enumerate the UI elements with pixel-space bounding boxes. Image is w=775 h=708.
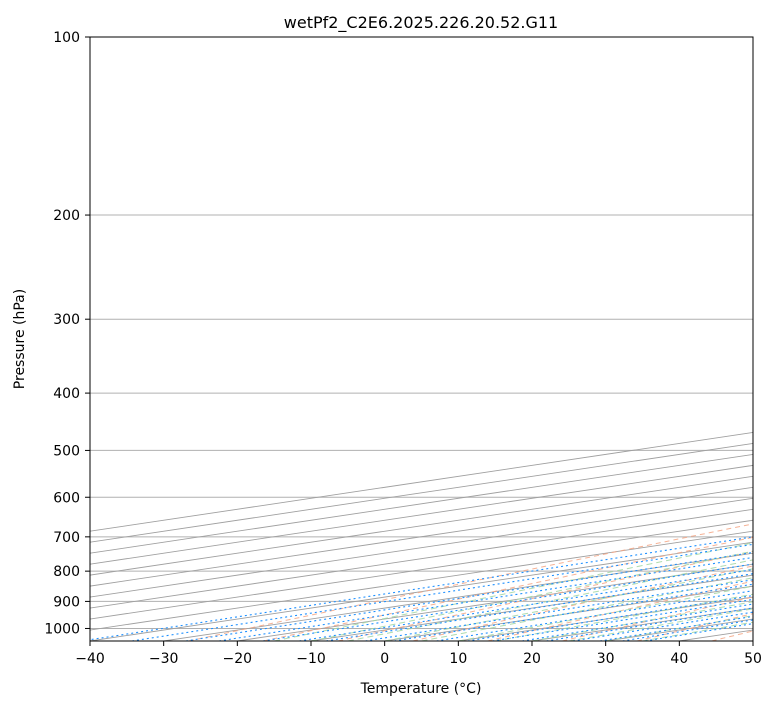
- isotherm-line: [310, 574, 753, 641]
- y-tick-label: 400: [53, 386, 80, 402]
- mixing-ratio-line: [326, 573, 753, 641]
- dry-adiabat-line: [188, 523, 753, 641]
- moist-adiabat-line: [642, 621, 753, 641]
- plot-frame: [89, 36, 754, 642]
- dry-adiabat-line: [636, 613, 753, 641]
- isotherm-line: [531, 607, 753, 641]
- moist-adiabat-line: [347, 559, 753, 641]
- isotherm-line: [679, 629, 753, 641]
- isotherm-line: [90, 464, 753, 565]
- y-axis: 100 200 300 400 500 600 700 800 900 1000: [44, 30, 90, 637]
- moist-adiabat-line: [531, 601, 753, 641]
- isotherm-line: [90, 497, 753, 598]
- mixing-ratio-line: [262, 563, 753, 641]
- isotherm-line: [90, 475, 753, 576]
- moist-adiabat-line: [458, 585, 753, 641]
- isotherm-line: [237, 563, 753, 641]
- x-tick-label: −40: [75, 651, 105, 667]
- moist-adiabat-line: [495, 593, 753, 641]
- chart-title: wetPf2_C2E6.2025.226.20.52.G11: [284, 13, 558, 33]
- mixing-ratio-line: [185, 551, 753, 641]
- y-tick-label: 700: [53, 530, 80, 546]
- y-tick-label: 100: [53, 30, 80, 46]
- moist-adiabat-line: [384, 568, 753, 641]
- x-tick-label: 10: [449, 651, 467, 667]
- y-tick-label: 200: [53, 208, 80, 224]
- x-tick-label: −30: [149, 651, 179, 667]
- isotherm-line: [90, 530, 753, 631]
- isotherm-line: [90, 519, 753, 620]
- isotherm-line: [90, 541, 753, 641]
- x-axis-label: Temperature (°C): [360, 681, 482, 697]
- y-tick-label: 800: [53, 564, 80, 580]
- isotherm-line: [90, 508, 753, 609]
- y-tick-label: 300: [53, 312, 80, 328]
- x-tick-label: 30: [597, 651, 615, 667]
- mixing-ratio-line: [365, 579, 753, 641]
- moist-adiabat-line: [421, 577, 753, 641]
- dry-adiabat-line: [412, 565, 753, 641]
- background-lines: [90, 37, 753, 641]
- x-axis: −40 −30 −20 −10 0 10 20 30 40 50: [75, 641, 762, 667]
- plot-area: 0.10.20.40.611.52346810131620253036-100-…: [90, 37, 753, 641]
- isotherm-line: [458, 596, 753, 641]
- isotherm-line: [90, 442, 753, 543]
- y-tick-label: 500: [53, 443, 80, 459]
- x-tick-label: −10: [296, 651, 326, 667]
- moist-adiabat-line: [310, 550, 753, 641]
- x-tick-label: 20: [523, 651, 541, 667]
- isotherm-line: [90, 453, 753, 554]
- isotherm-line: [752, 640, 753, 641]
- x-tick-label: 40: [670, 651, 688, 667]
- dry-adiabat-line: [711, 630, 753, 641]
- isotherm-line: [90, 486, 753, 587]
- y-tick-label: 1000: [44, 621, 80, 637]
- x-tick-label: −20: [223, 651, 253, 667]
- y-tick-label: 900: [53, 594, 80, 610]
- isotherm-line: [90, 431, 753, 532]
- dry-adiabat-line: [487, 580, 753, 641]
- mixing-ratio-line: [645, 623, 753, 641]
- mixing-ratio-line: [218, 556, 753, 641]
- moist-adiabat-line: [568, 608, 753, 641]
- x-tick-label: 0: [380, 651, 389, 667]
- y-tick-label: 600: [53, 490, 80, 506]
- dry-adiabat-line: [263, 536, 753, 641]
- y-axis-label: Pressure (hPa): [12, 289, 28, 389]
- x-tick-label: 50: [744, 651, 762, 667]
- mixing-ratio-line: [299, 569, 753, 641]
- dry-adiabat-line: [562, 596, 753, 641]
